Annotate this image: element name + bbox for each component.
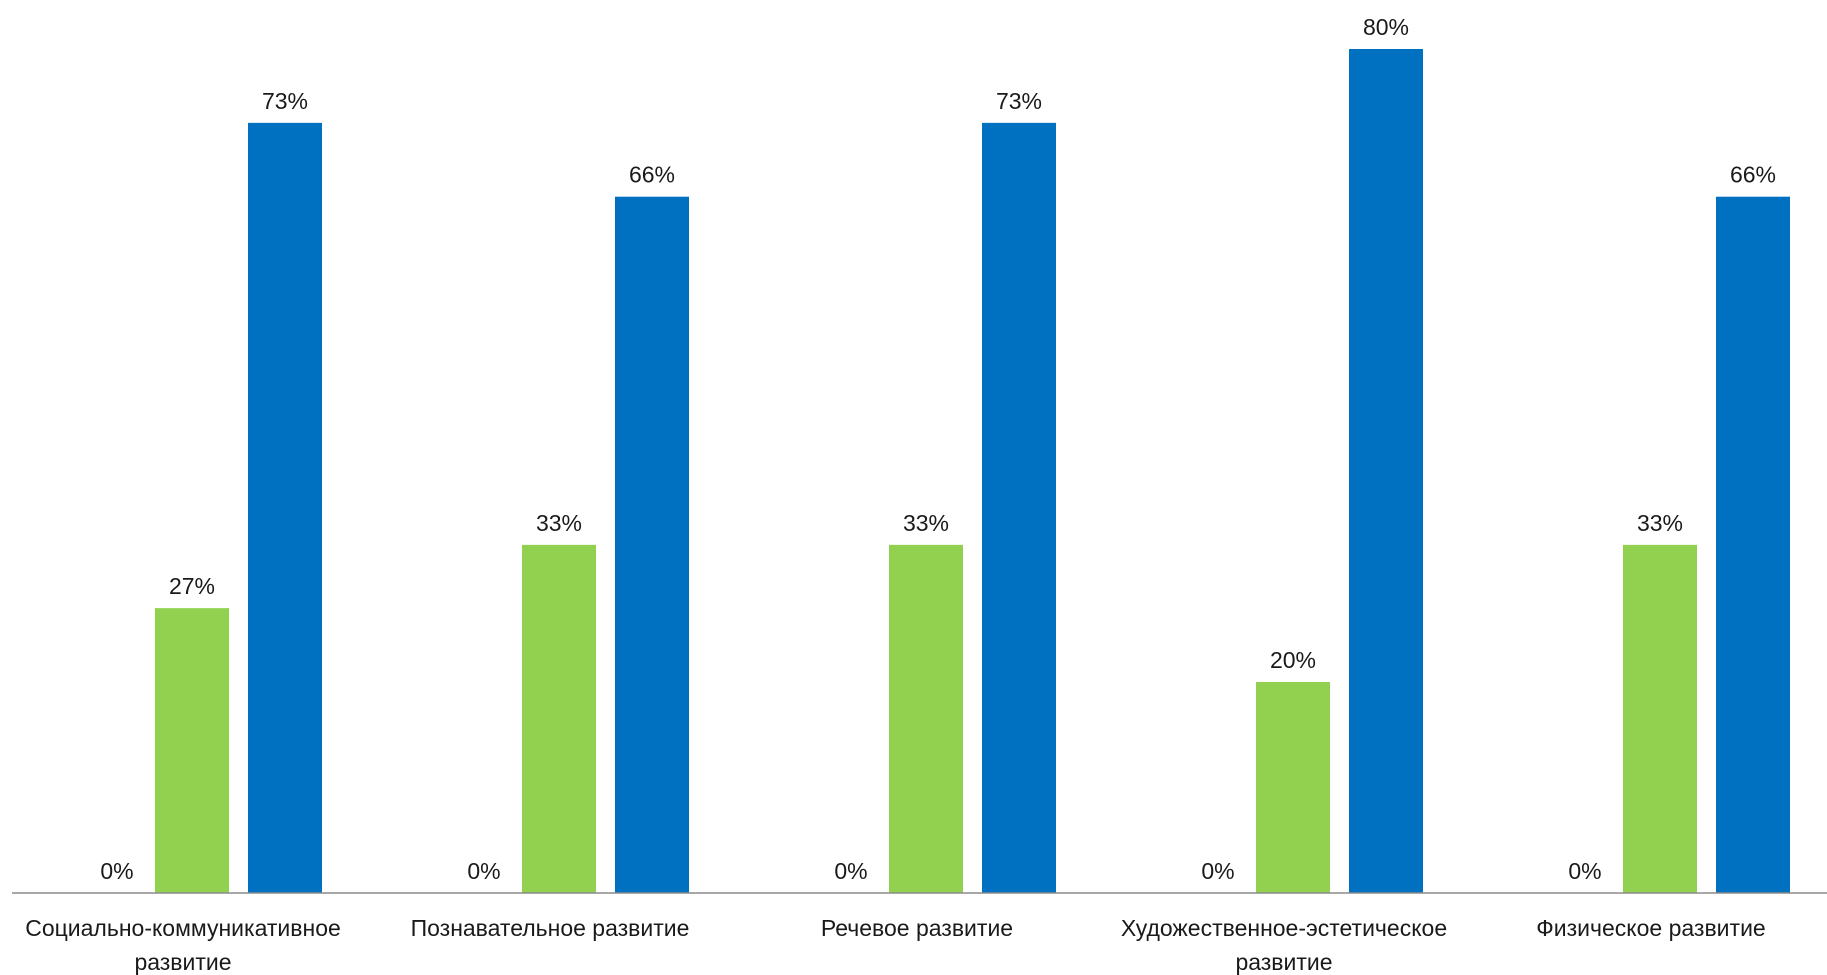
data-label: 20%	[1270, 647, 1316, 673]
bars-layer	[155, 49, 1790, 894]
data-label: 0%	[834, 858, 867, 884]
category-label: Социально-коммуникативное развитие	[25, 915, 341, 975]
category-label: Речевое развитие	[821, 915, 1013, 941]
category-label-line: развитие	[134, 949, 231, 975]
data-label: 33%	[536, 510, 582, 536]
bar	[982, 122, 1056, 894]
data-label: 0%	[100, 858, 133, 884]
bar	[248, 122, 322, 894]
bar	[1716, 196, 1790, 893]
data-label: 73%	[262, 88, 308, 114]
bar	[615, 196, 689, 893]
category-label-line: Физическое развитие	[1536, 915, 1765, 941]
bar	[155, 608, 229, 893]
bar	[1623, 544, 1697, 893]
category-label: Познавательное развитие	[411, 915, 690, 941]
data-label: 80%	[1363, 14, 1409, 40]
data-label: 0%	[467, 858, 500, 884]
bar	[889, 544, 963, 893]
data-labels-layer: 0% 27% 73% 0% 33% 66% 0% 33% 73% 0% 20% 80% 0% 33% 66%	[100, 14, 1776, 884]
category-labels-layer: Социально-коммуникативное развитие Познава…	[25, 915, 1765, 975]
data-label: 33%	[903, 510, 949, 536]
data-label: 27%	[169, 573, 215, 599]
bar	[522, 544, 596, 893]
data-label: 33%	[1637, 510, 1683, 536]
category-label: Художественное-эстетическое развитие	[1121, 915, 1447, 975]
bar	[1349, 49, 1423, 893]
data-label: 73%	[996, 88, 1042, 114]
data-label: 0%	[1201, 858, 1234, 884]
category-label-line: Социально-коммуникативное	[25, 915, 341, 941]
category-label-line: Речевое развитие	[821, 915, 1013, 941]
data-label: 66%	[629, 162, 675, 188]
category-label: Физическое развитие	[1536, 915, 1765, 941]
data-label: 0%	[1568, 858, 1601, 884]
category-label-line: развитие	[1235, 949, 1332, 975]
category-label-line: Художественное-эстетическое	[1121, 915, 1447, 941]
category-label-line: Познавательное развитие	[411, 915, 690, 941]
data-label: 66%	[1730, 162, 1776, 188]
bar	[1256, 682, 1330, 893]
